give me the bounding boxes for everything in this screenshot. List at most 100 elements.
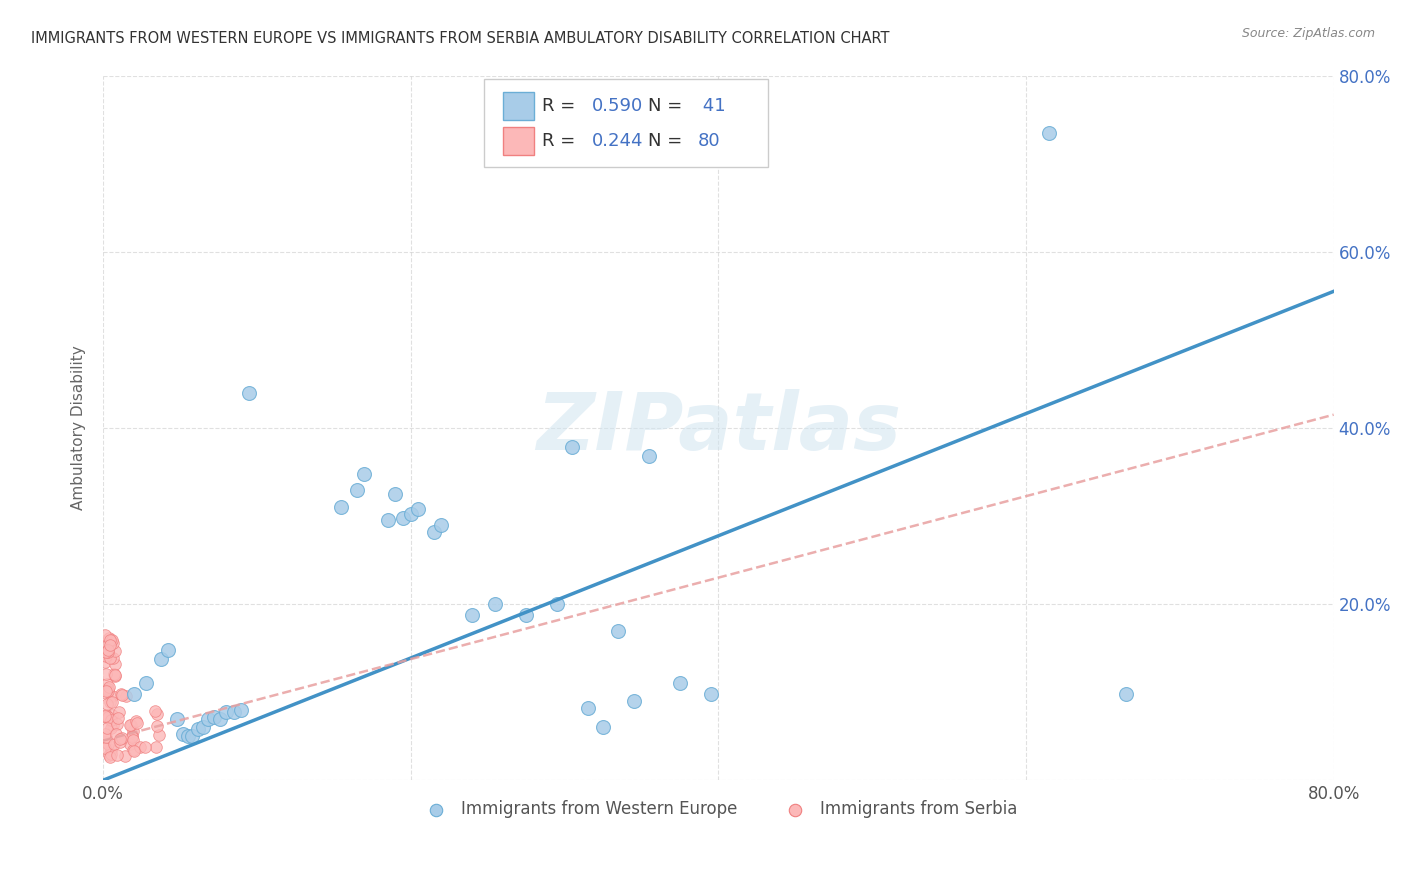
Point — [121, 729, 143, 743]
Point — [215, 705, 238, 719]
Point — [98, 695, 121, 709]
Point — [120, 718, 142, 732]
Point — [94, 667, 117, 681]
Text: N =: N = — [648, 132, 688, 150]
Point — [103, 650, 125, 665]
Point — [156, 643, 179, 657]
Point — [97, 737, 120, 751]
Point — [353, 467, 375, 481]
Point — [94, 710, 117, 724]
Text: ZIPatlas: ZIPatlas — [536, 389, 901, 467]
Point — [104, 667, 127, 681]
Point — [96, 721, 118, 735]
Point — [406, 502, 429, 516]
Point — [93, 735, 115, 749]
Point — [135, 676, 157, 690]
Point — [148, 727, 170, 741]
Point — [110, 734, 132, 748]
Point — [128, 739, 150, 754]
Point — [100, 747, 122, 761]
Text: 0.244: 0.244 — [592, 132, 643, 150]
Point — [384, 487, 406, 501]
Text: IMMIGRANTS FROM WESTERN EUROPE VS IMMIGRANTS FROM SERBIA AMBULATORY DISABILITY C: IMMIGRANTS FROM WESTERN EUROPE VS IMMIGR… — [31, 31, 890, 46]
Point — [97, 643, 120, 657]
Point — [96, 649, 118, 664]
Point — [100, 713, 122, 727]
Point — [94, 655, 117, 669]
Point — [669, 676, 692, 690]
Point — [191, 721, 214, 735]
Text: N =: N = — [648, 97, 688, 115]
Point — [103, 737, 125, 751]
Point — [172, 727, 194, 741]
Point — [150, 651, 173, 665]
Point — [115, 689, 138, 703]
Point — [699, 687, 721, 701]
Point — [146, 707, 169, 722]
Point — [202, 710, 225, 724]
Point — [122, 732, 145, 747]
Point — [146, 719, 169, 733]
Point — [104, 657, 127, 671]
Text: 41: 41 — [697, 97, 725, 115]
Point — [222, 705, 245, 719]
FancyBboxPatch shape — [485, 79, 768, 167]
Point — [118, 737, 141, 751]
Point — [176, 729, 198, 743]
Point — [94, 741, 117, 756]
Point — [101, 633, 124, 648]
Point — [98, 632, 121, 647]
Text: Source: ZipAtlas.com: Source: ZipAtlas.com — [1241, 27, 1375, 40]
Point — [94, 628, 117, 642]
Point — [97, 645, 120, 659]
Point — [121, 743, 143, 757]
Point — [108, 705, 131, 719]
Point — [96, 697, 118, 711]
Point — [114, 748, 136, 763]
FancyBboxPatch shape — [503, 127, 534, 155]
Point — [638, 449, 661, 463]
Point — [94, 726, 117, 740]
Point — [98, 680, 121, 694]
Point — [105, 717, 128, 731]
Point — [377, 513, 399, 527]
Point — [515, 607, 537, 622]
Point — [127, 716, 149, 731]
Point — [484, 597, 506, 611]
Point — [238, 385, 260, 400]
Point — [110, 732, 132, 747]
Point — [430, 517, 453, 532]
Point — [100, 634, 122, 648]
Point — [97, 682, 120, 697]
Point — [98, 638, 121, 652]
Point — [122, 723, 145, 738]
Point — [111, 731, 134, 746]
Legend: Immigrants from Western Europe, Immigrants from Serbia: Immigrants from Western Europe, Immigran… — [412, 794, 1025, 825]
Point — [96, 730, 118, 744]
Point — [98, 632, 121, 646]
Point — [125, 714, 148, 729]
Point — [121, 730, 143, 744]
Point — [392, 510, 415, 524]
Point — [97, 684, 120, 698]
Point — [104, 644, 127, 658]
Point — [105, 727, 128, 741]
Text: 0.590: 0.590 — [592, 97, 643, 115]
Point — [94, 709, 117, 723]
Point — [98, 651, 121, 665]
Point — [592, 721, 614, 735]
Point — [166, 712, 188, 726]
Point — [97, 637, 120, 651]
Point — [97, 710, 120, 724]
Point — [346, 483, 368, 497]
Point — [100, 743, 122, 757]
Point — [101, 636, 124, 650]
Point — [94, 708, 117, 723]
Point — [94, 644, 117, 658]
Point — [607, 624, 630, 638]
Point — [134, 739, 156, 754]
Point — [101, 707, 124, 722]
Point — [122, 744, 145, 758]
Text: R =: R = — [543, 97, 581, 115]
Point — [1115, 687, 1137, 701]
